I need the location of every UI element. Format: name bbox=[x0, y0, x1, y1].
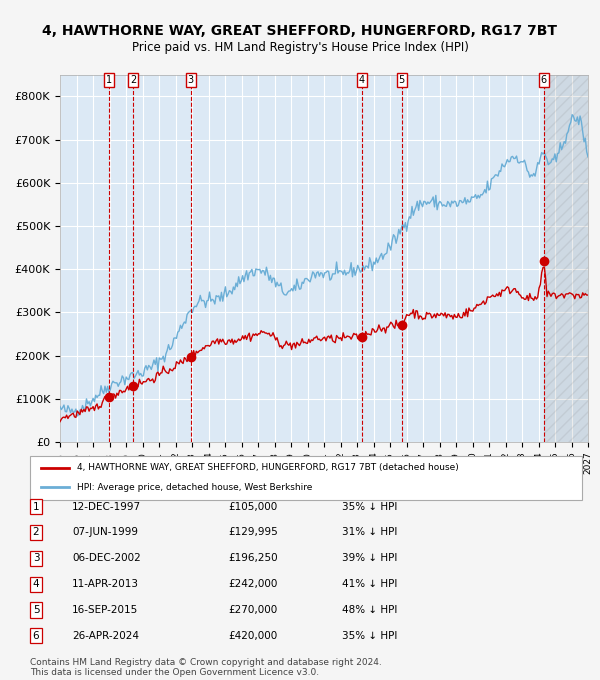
Text: 4, HAWTHORNE WAY, GREAT SHEFFORD, HUNGERFORD, RG17 7BT (detached house): 4, HAWTHORNE WAY, GREAT SHEFFORD, HUNGER… bbox=[77, 464, 458, 473]
Text: 41% ↓ HPI: 41% ↓ HPI bbox=[342, 579, 397, 589]
Text: 16-SEP-2015: 16-SEP-2015 bbox=[72, 605, 138, 615]
Text: £129,995: £129,995 bbox=[228, 528, 278, 537]
Text: 3: 3 bbox=[32, 554, 40, 563]
Bar bbox=[544, 75, 588, 442]
Text: 48% ↓ HPI: 48% ↓ HPI bbox=[342, 605, 397, 615]
Text: £196,250: £196,250 bbox=[228, 554, 278, 563]
Text: 5: 5 bbox=[398, 75, 405, 85]
Text: 2: 2 bbox=[32, 528, 40, 537]
Text: 39% ↓ HPI: 39% ↓ HPI bbox=[342, 554, 397, 563]
Text: 4, HAWTHORNE WAY, GREAT SHEFFORD, HUNGERFORD, RG17 7BT: 4, HAWTHORNE WAY, GREAT SHEFFORD, HUNGER… bbox=[43, 24, 557, 38]
Text: 1: 1 bbox=[32, 502, 40, 511]
Text: £242,000: £242,000 bbox=[228, 579, 277, 589]
Text: Contains HM Land Registry data © Crown copyright and database right 2024.: Contains HM Land Registry data © Crown c… bbox=[30, 658, 382, 667]
Text: 35% ↓ HPI: 35% ↓ HPI bbox=[342, 502, 397, 511]
Text: 1: 1 bbox=[106, 75, 112, 85]
Text: 31% ↓ HPI: 31% ↓ HPI bbox=[342, 528, 397, 537]
Text: 6: 6 bbox=[541, 75, 547, 85]
Text: 35% ↓ HPI: 35% ↓ HPI bbox=[342, 631, 397, 641]
Text: £270,000: £270,000 bbox=[228, 605, 277, 615]
Text: 12-DEC-1997: 12-DEC-1997 bbox=[72, 502, 141, 511]
Text: 11-APR-2013: 11-APR-2013 bbox=[72, 579, 139, 589]
Text: 07-JUN-1999: 07-JUN-1999 bbox=[72, 528, 138, 537]
Text: 5: 5 bbox=[32, 605, 40, 615]
FancyBboxPatch shape bbox=[30, 456, 582, 500]
Text: 26-APR-2024: 26-APR-2024 bbox=[72, 631, 139, 641]
Text: 2: 2 bbox=[130, 75, 136, 85]
Text: HPI: Average price, detached house, West Berkshire: HPI: Average price, detached house, West… bbox=[77, 483, 312, 492]
Text: 4: 4 bbox=[32, 579, 40, 589]
Text: £105,000: £105,000 bbox=[228, 502, 277, 511]
Text: This data is licensed under the Open Government Licence v3.0.: This data is licensed under the Open Gov… bbox=[30, 668, 319, 677]
Text: £420,000: £420,000 bbox=[228, 631, 277, 641]
Text: Price paid vs. HM Land Registry's House Price Index (HPI): Price paid vs. HM Land Registry's House … bbox=[131, 41, 469, 54]
Text: 3: 3 bbox=[188, 75, 194, 85]
Text: 4: 4 bbox=[359, 75, 365, 85]
Text: 6: 6 bbox=[32, 631, 40, 641]
Text: 06-DEC-2002: 06-DEC-2002 bbox=[72, 554, 141, 563]
